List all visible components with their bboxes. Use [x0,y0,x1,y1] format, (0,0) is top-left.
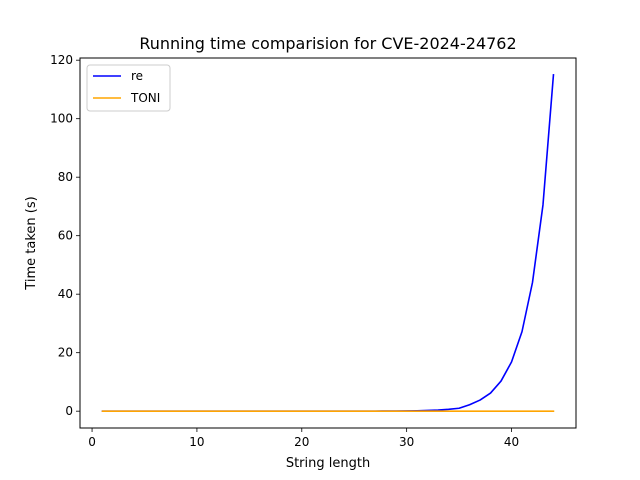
y-tick-label: 60 [58,229,73,243]
x-tick-label: 20 [294,435,309,449]
x-tick-label: 0 [88,435,96,449]
series-layer [101,73,555,412]
y-tick-label: 40 [58,287,73,301]
y-tick-label: 100 [50,112,73,126]
x-tick-label: 10 [189,435,204,449]
x-tick-label: 40 [504,435,519,449]
legend-label-toni: TONI [130,91,160,105]
y-tick-label: 0 [65,404,73,418]
y-tick-label: 120 [50,53,73,67]
y-tick-label: 80 [58,170,73,184]
x-tick-label: 30 [399,435,414,449]
plot-frame [79,57,577,429]
x-axis-ticks: 0 10 20 30 40 [88,428,519,449]
legend: re TONI [86,64,171,112]
y-axis-label: Time taken (s) [24,196,39,290]
legend-label-re: re [131,69,143,83]
x-axis-label: String length [286,456,370,471]
y-axis-ticks: 0 20 40 60 80 100 120 [50,53,80,418]
chart-title: Running time comparision for CVE-2024-24… [139,34,516,53]
y-tick-label: 20 [58,346,73,360]
